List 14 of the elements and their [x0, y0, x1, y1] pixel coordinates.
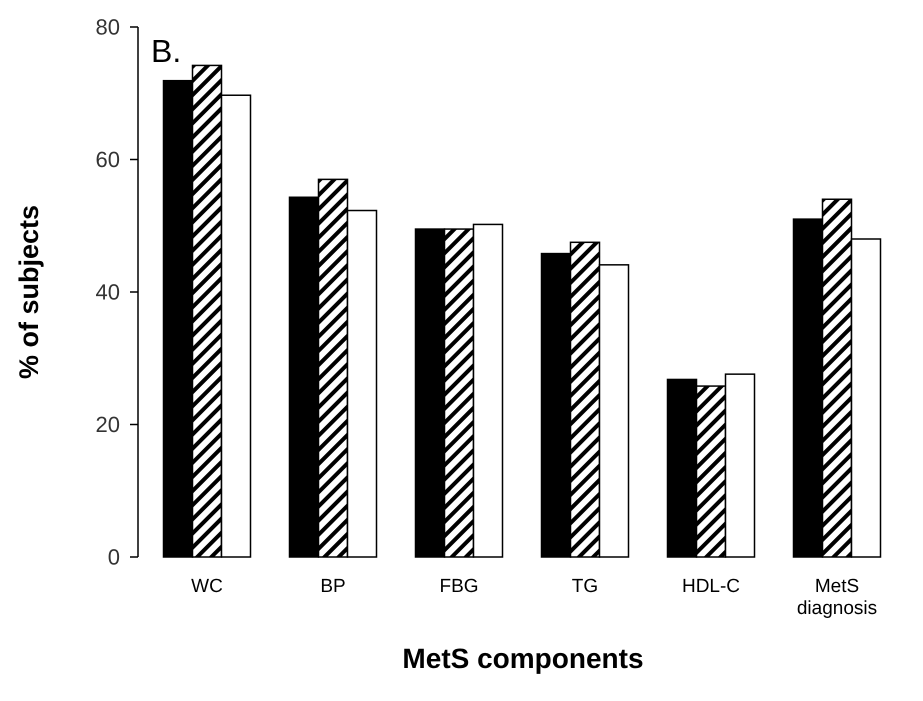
y-tick-label: 60	[96, 147, 120, 172]
x-tick-label: FBG	[439, 576, 479, 597]
x-tick-label: MetS diagnosis	[796, 576, 878, 619]
x-tick-label: HDL-C	[682, 576, 740, 597]
y-axis-title: % of subjects	[14, 204, 44, 380]
x-tick-label: BP	[320, 576, 346, 597]
y-tick-label: 0	[108, 544, 120, 570]
x-tick-label: WC	[191, 576, 223, 597]
chart-title: B.	[151, 33, 182, 69]
y-tick-label: 40	[96, 280, 120, 305]
y-tick-label: 20	[96, 412, 120, 438]
y-tick-label: 80	[96, 14, 120, 40]
x-tick-label: TG	[572, 576, 598, 597]
x-axis-title: MetS components	[402, 643, 644, 674]
